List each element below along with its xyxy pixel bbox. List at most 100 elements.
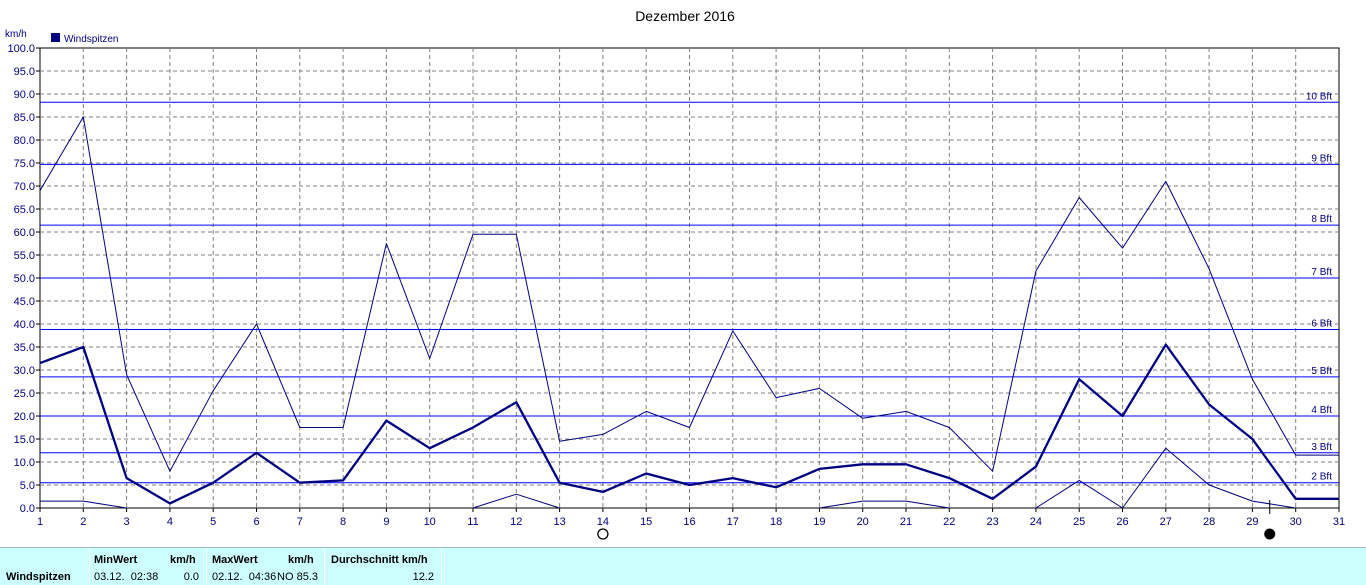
max-value: 85.3 <box>296 571 318 583</box>
new-moon-marker <box>1264 528 1276 540</box>
y-tick-label: 45.0 <box>14 296 35 308</box>
x-tick-label: 8 <box>340 516 346 528</box>
moon-phase-markers <box>597 500 1276 540</box>
y-tick-label: 35.0 <box>14 342 35 354</box>
y-tick-label: 90.0 <box>14 89 35 101</box>
avg-value: 12.2 <box>412 571 434 583</box>
x-tick-label: 16 <box>683 516 695 528</box>
x-tick-label: 24 <box>1030 516 1042 528</box>
x-tick-label: 25 <box>1073 516 1085 528</box>
x-tick-label: 15 <box>640 516 652 528</box>
legend-swatch <box>51 33 60 42</box>
wind-chart: Dezember 2016 km/h Windspitzen 2 Bft 3 Bf… <box>5 8 1345 540</box>
y-tick-label: 60.0 <box>14 227 35 239</box>
y-tick-label: 10.0 <box>14 457 35 469</box>
x-tick-label: 31 <box>1333 516 1345 528</box>
full-moon-marker <box>597 528 609 540</box>
max-header: MaxWert <box>212 554 258 566</box>
x-tick-label: 6 <box>253 516 259 528</box>
y-tick-label: 30.0 <box>14 365 35 377</box>
legend-label: Windspitzen <box>64 34 118 45</box>
x-tick-label: 29 <box>1246 516 1258 528</box>
min-time: 03.12. 02:38 <box>94 571 159 583</box>
stats-avg-cell: Durchschnitt km/h 12.2 <box>325 548 440 585</box>
y-tick-label: 50.0 <box>14 273 35 285</box>
y-tick-labels: 0.0 5.0 10.0 15.0 20.0 25.0 30.0 35.0 40.0 45.0 50… <box>7 43 40 515</box>
series-line-min <box>40 500 127 509</box>
x-tick-label: 17 <box>727 516 739 528</box>
x-tick-label: 9 <box>383 516 389 528</box>
beaufort-label: 8 Bft <box>1311 214 1332 225</box>
statistics-bar: Windspitzen MinWert km/h 03.12. 02:38 0.… <box>0 547 1366 585</box>
x-tick-label: 23 <box>986 516 998 528</box>
x-tick-label: 1 <box>37 516 43 528</box>
y-axis-unit: km/h <box>5 29 27 40</box>
x-tick-label: 30 <box>1290 516 1302 528</box>
y-tick-label: 100.0 <box>7 43 35 55</box>
x-tick-label: 20 <box>857 516 869 528</box>
stats-divider <box>441 548 442 585</box>
stats-divider <box>324 548 325 585</box>
x-tick-label: 13 <box>553 516 565 528</box>
min-value: 0.0 <box>183 571 199 583</box>
x-tick-label: 12 <box>510 516 522 528</box>
stats-min-cell: MinWert km/h 03.12. 02:38 0.0 <box>90 548 205 585</box>
x-tick-label: 5 <box>210 516 216 528</box>
series-line-min <box>819 500 950 509</box>
x-tick-labels: 1 2 3 4 5 6 7 8 9 10 11 12 13 14 15 16 17 18 19 20 21 22 23 24 2… <box>37 508 1345 528</box>
min-header: MinWert <box>94 554 138 566</box>
beaufort-label: 3 Bft <box>1311 442 1332 453</box>
stats-divider <box>206 548 207 585</box>
beaufort-label: 9 Bft <box>1311 153 1332 164</box>
y-tick-label: 75.0 <box>14 158 35 170</box>
y-tick-label: 0.0 <box>20 503 35 515</box>
series-group <box>39 116 1339 509</box>
stats-row-label: Windspitzen <box>6 571 71 583</box>
x-tick-label: 27 <box>1160 516 1172 528</box>
beaufort-label: 6 Bft <box>1311 319 1332 330</box>
series-line-avg <box>39 343 1339 505</box>
y-tick-label: 40.0 <box>14 319 35 331</box>
x-tick-label: 4 <box>167 516 173 528</box>
x-tick-label: 14 <box>597 516 609 528</box>
y-tick-label: 25.0 <box>14 388 35 400</box>
x-tick-label: 28 <box>1203 516 1215 528</box>
stats-row-label-cell: Windspitzen <box>0 548 88 585</box>
max-direction: NO <box>277 571 294 583</box>
max-unit: km/h <box>288 554 314 566</box>
y-tick-label: 70.0 <box>14 181 35 193</box>
beaufort-label: 5 Bft <box>1311 366 1332 377</box>
x-tick-label: 21 <box>900 516 912 528</box>
series-line-min <box>472 493 560 509</box>
x-tick-label: 11 <box>467 516 478 528</box>
x-tick-label: 19 <box>813 516 825 528</box>
y-tick-label: 80.0 <box>14 135 35 147</box>
beaufort-label: 2 Bft <box>1311 472 1332 483</box>
stats-divider <box>89 548 90 585</box>
y-tick-label: 95.0 <box>14 66 35 78</box>
chart-title: Dezember 2016 <box>635 8 735 24</box>
series-line-max <box>39 116 1339 472</box>
x-tick-label: 7 <box>297 516 303 528</box>
stats-max-cell: MaxWert km/h 02.12. 04:36 NO 85.3 <box>207 548 323 585</box>
x-tick-label: 2 <box>80 516 86 528</box>
x-tick-label: 18 <box>770 516 782 528</box>
y-tick-label: 15.0 <box>14 434 35 446</box>
beaufort-lines: 2 Bft 3 Bft 4 Bft 5 Bft 6 Bft 7 Bft 8 Bft 9 Bft… <box>40 91 1339 484</box>
y-tick-label: 5.0 <box>20 480 35 492</box>
y-tick-label: 55.0 <box>14 250 35 262</box>
max-time: 02.12. 04:36 <box>212 571 277 583</box>
y-tick-label: 20.0 <box>14 411 35 423</box>
x-tick-label: 10 <box>424 516 436 528</box>
avg-header: Durchschnitt km/h <box>331 554 428 566</box>
y-tick-label: 85.0 <box>14 112 35 124</box>
x-tick-label: 3 <box>124 516 130 528</box>
x-tick-label: 26 <box>1116 516 1128 528</box>
x-tick-label: 22 <box>943 516 955 528</box>
beaufort-label: 7 Bft <box>1311 267 1332 278</box>
beaufort-label: 4 Bft <box>1311 405 1332 416</box>
series-line-min <box>1035 447 1296 509</box>
min-unit: km/h <box>170 554 196 566</box>
y-tick-label: 65.0 <box>14 204 35 216</box>
beaufort-label: 10 Bft <box>1306 91 1332 102</box>
